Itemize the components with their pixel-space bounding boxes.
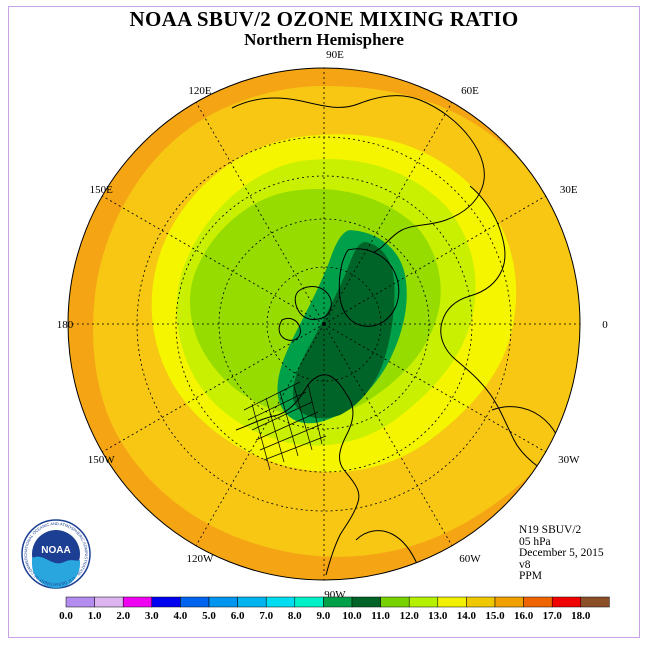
colorbar-tick-label: 5.0 — [202, 610, 216, 622]
colorbar-swatch — [466, 596, 496, 608]
colorbar-swatch — [180, 596, 210, 608]
colorbar-tick-label: 14.0 — [457, 610, 477, 622]
colorbar-tick-label: 18.0 — [571, 610, 591, 622]
coast-south-america — [355, 530, 425, 580]
longitude-label: 150W — [88, 454, 116, 466]
longitude-label: 0 — [602, 319, 608, 331]
coast-arctic-islands — [278, 286, 332, 341]
colorbar-swatch — [151, 596, 181, 608]
coast-europe — [440, 185, 561, 481]
colorbar-swatch — [294, 596, 324, 608]
state-border-lines — [243, 381, 327, 471]
colorbar-tick-label: 17.0 — [543, 610, 563, 622]
colorbar-tick-label: 12.0 — [400, 610, 420, 622]
colorbar-swatch — [94, 596, 124, 608]
longitude-label: 30W — [558, 454, 580, 466]
map-border-circle — [67, 67, 581, 581]
page-title: NOAA SBUV/2 OZONE MIXING RATIO — [129, 7, 519, 31]
colorbar-swatch — [208, 596, 238, 608]
longitude-label: 60E — [461, 85, 479, 97]
coast-north-america — [235, 374, 360, 576]
colorbar-tick-label: 11.0 — [371, 610, 390, 622]
colorbar-swatch — [580, 596, 610, 608]
graticule — [68, 68, 580, 580]
figure-frame — [8, 6, 640, 638]
longitude-label: 30E — [560, 184, 578, 196]
colorbar-tick-label: 9.0 — [317, 610, 331, 622]
colorbar-tick-label: 7.0 — [259, 610, 273, 622]
colorbar-swatch — [65, 596, 95, 608]
colorbar-swatch — [265, 596, 296, 608]
colorbar-swatch — [551, 596, 582, 608]
info-version: v8 — [519, 558, 531, 571]
band-dark-green — [292, 242, 395, 419]
colorbar-tick-label: 4.0 — [174, 610, 188, 622]
colorbar-tick-label: 8.0 — [288, 610, 302, 622]
colorbar-swatch — [323, 596, 353, 608]
longitude-label: 90E — [326, 49, 344, 61]
colorbar-swatch — [408, 596, 439, 608]
colorbar-swatch — [494, 596, 524, 608]
colorbar-tick-label: 0.0 — [59, 610, 73, 622]
logo-wave-icon — [32, 556, 80, 588]
info-satellite: N19 SBUV/2 — [519, 524, 582, 536]
longitude-label: 120E — [188, 85, 212, 97]
colorbar-tick-label: 3.0 — [145, 610, 159, 622]
colorbar-tick-label: 16.0 — [514, 610, 534, 622]
colorbar-swatch — [380, 596, 410, 608]
colorbar-swatch — [523, 596, 553, 608]
colorbar-labels: 0.0 1.0 2.0 3.0 4.0 5.0 6.0 7.0 8.0 9.0 10.0 11.0 12… — [59, 610, 591, 622]
longitude-label: 150E — [90, 184, 114, 196]
colorbar-swatch — [122, 596, 153, 608]
coast-asia — [231, 95, 485, 253]
colorbar-swatch — [437, 596, 467, 608]
colorbar-swatch — [351, 596, 381, 608]
colorbar-swatches — [65, 596, 610, 608]
longitude-label: 60W — [459, 553, 481, 565]
longitude-label: 180 — [57, 319, 74, 331]
colorbar-tick-label: 15.0 — [485, 610, 505, 622]
noaa-logo: NOAA NATIONAL OCEANIC AND ATMOSPHERIC AD… — [21, 519, 91, 589]
colorbar-tick-label: 6.0 — [231, 610, 245, 622]
info-pressure: 05 hPa — [519, 535, 551, 548]
coast-greenland — [338, 248, 400, 327]
colorbar-tick-label: 13.0 — [428, 610, 448, 622]
info-block: N19 SBUV/2 05 hPa December 5, 2015 v8 PP… — [519, 524, 604, 583]
colorbar-tick-label: 10.0 — [342, 610, 362, 622]
latitude-circle-45 — [175, 175, 473, 473]
info-units: PPM — [519, 570, 543, 583]
longitude-label: 120W — [187, 553, 215, 565]
colorbar-tick-label: 1.0 — [88, 610, 102, 622]
info-date: December 5, 2015 — [519, 547, 604, 560]
us-state-grid — [243, 381, 327, 471]
colorbar-tick-label: 2.0 — [116, 610, 130, 622]
page-subtitle: Northern Hemisphere — [244, 30, 404, 49]
colorbar-swatch — [237, 596, 267, 608]
logo-text: NOAA — [41, 545, 70, 556]
